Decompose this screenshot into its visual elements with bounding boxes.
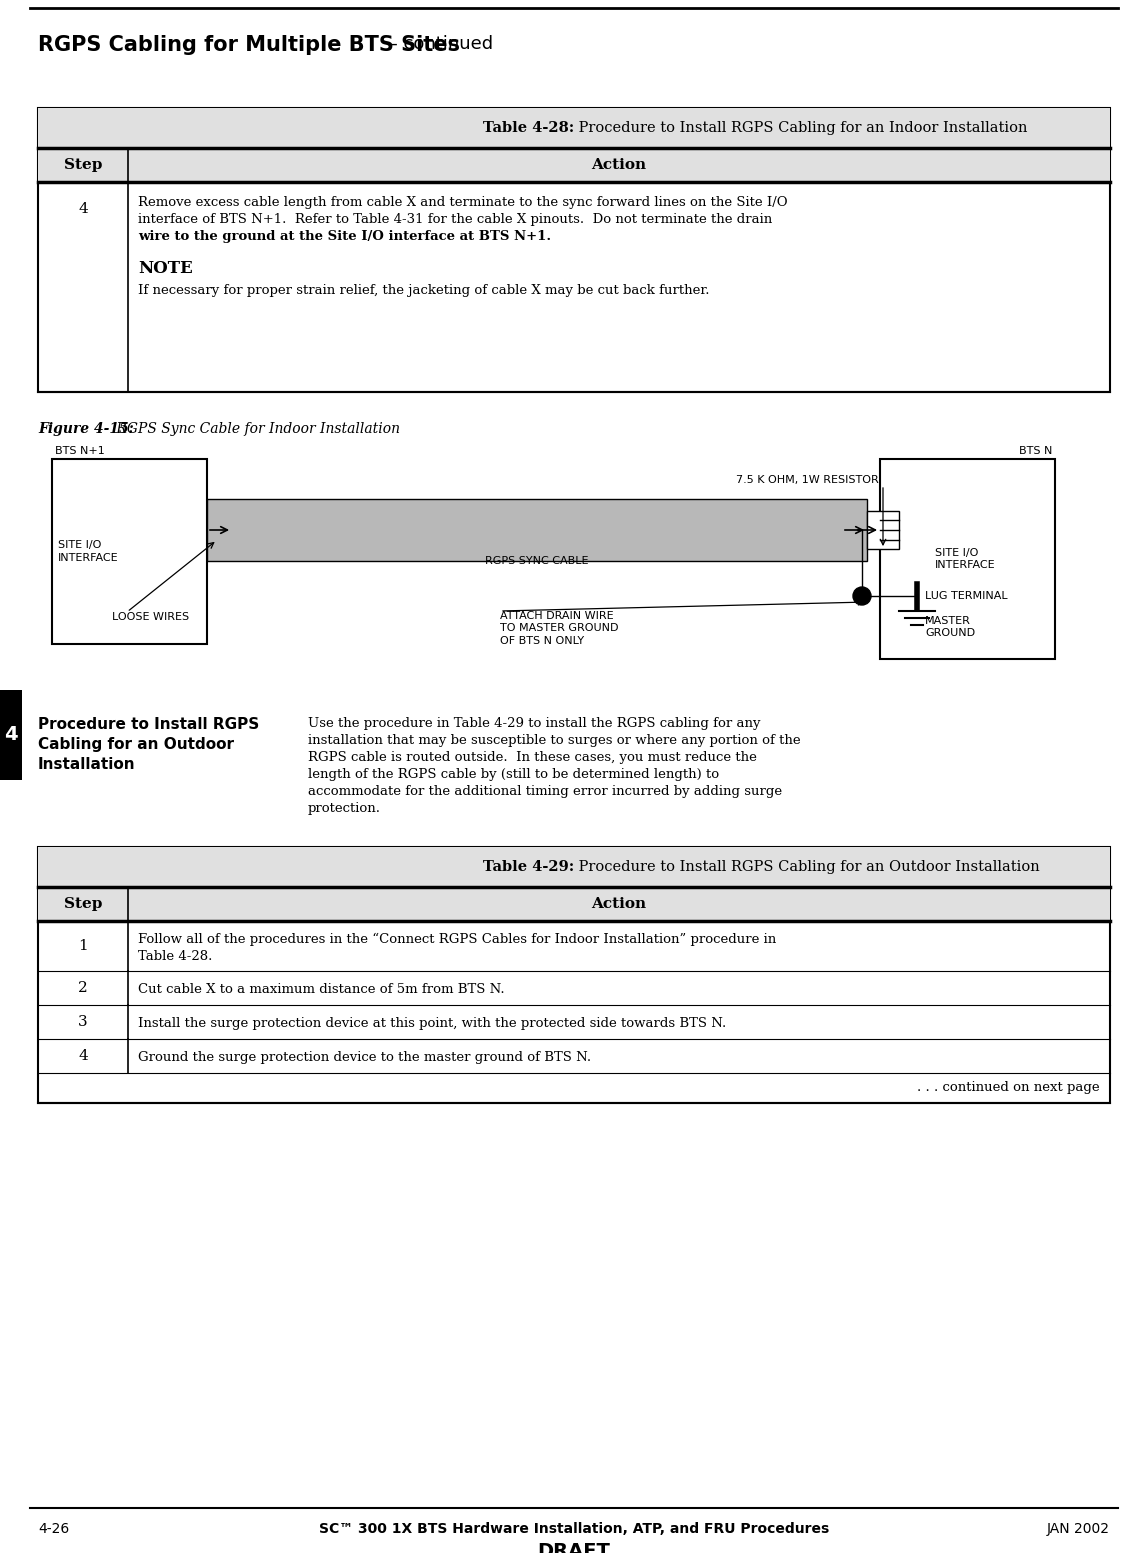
Text: Procedure to Install RGPS Cabling for an Indoor Installation: Procedure to Install RGPS Cabling for an… <box>574 121 1027 135</box>
Text: Figure 4-15:: Figure 4-15: <box>38 422 134 436</box>
Text: Procedure to Install RGPS Cabling for an Outdoor Installation: Procedure to Install RGPS Cabling for an… <box>574 860 1040 874</box>
Bar <box>867 511 899 550</box>
Text: Cut cable X to a maximum distance of 5m from BTS N.: Cut cable X to a maximum distance of 5m … <box>138 983 505 995</box>
Text: If necessary for proper strain relief, the jacketing of cable X may be cut back : If necessary for proper strain relief, t… <box>138 284 709 297</box>
Text: Use the procedure in Table 4-29 to install the RGPS cabling for any: Use the procedure in Table 4-29 to insta… <box>308 717 760 730</box>
Text: MASTER
GROUND: MASTER GROUND <box>925 617 975 638</box>
Text: Table 4-28.: Table 4-28. <box>138 950 212 963</box>
Text: – continued: – continued <box>383 36 494 53</box>
Text: Install the surge protection device at this point, with the protected side towar: Install the surge protection device at t… <box>138 1017 727 1030</box>
Text: RGPS SYNC CABLE: RGPS SYNC CABLE <box>486 556 589 565</box>
Text: Step: Step <box>64 898 102 912</box>
Bar <box>38 109 1110 148</box>
Text: accommodate for the additional timing error incurred by adding surge: accommodate for the additional timing er… <box>308 784 782 798</box>
Text: 1: 1 <box>78 940 88 954</box>
Text: Remove excess cable length from cable X and terminate to the sync forward lines : Remove excess cable length from cable X … <box>138 196 788 210</box>
Text: SC™ 300 1X BTS Hardware Installation, ATP, and FRU Procedures: SC™ 300 1X BTS Hardware Installation, AT… <box>319 1522 829 1536</box>
Text: . . . continued on next page: . . . continued on next page <box>917 1081 1100 1095</box>
Bar <box>881 460 1055 658</box>
Text: BTS N: BTS N <box>1018 446 1052 457</box>
Text: Follow all of the procedures in the “Connect RGPS Cables for Indoor Installation: Follow all of the procedures in the “Con… <box>138 933 776 946</box>
Text: length of the RGPS cable by (still to be determined length) to: length of the RGPS cable by (still to be… <box>308 769 719 781</box>
Text: Cabling for an Outdoor: Cabling for an Outdoor <box>38 738 234 752</box>
Bar <box>38 109 1110 391</box>
Text: protection.: protection. <box>308 801 381 815</box>
Text: RGPS Sync Cable for Indoor Installation: RGPS Sync Cable for Indoor Installation <box>113 422 400 436</box>
Text: Table 4-29:: Table 4-29: <box>483 860 574 874</box>
Text: LUG TERMINAL: LUG TERMINAL <box>925 592 1008 601</box>
Text: 2: 2 <box>78 981 88 995</box>
Text: Installation: Installation <box>38 756 135 772</box>
Text: interface of BTS N+1.  Refer to Table 4-31 for the cable X pinouts.  Do not term: interface of BTS N+1. Refer to Table 4-3… <box>138 213 773 227</box>
Text: 4: 4 <box>5 725 18 744</box>
Text: Step: Step <box>64 158 102 172</box>
Text: 7.5 K OHM, 1W RESISTOR: 7.5 K OHM, 1W RESISTOR <box>736 475 878 485</box>
Text: RGPS Cabling for Multiple BTS Sites: RGPS Cabling for Multiple BTS Sites <box>38 36 460 54</box>
Text: Table 4-28:: Table 4-28: <box>483 121 574 135</box>
Text: SITE I/O
INTERFACE: SITE I/O INTERFACE <box>59 540 118 562</box>
Text: BTS N+1: BTS N+1 <box>55 446 104 457</box>
Text: NOTE: NOTE <box>138 259 193 276</box>
Text: Procedure to Install RGPS: Procedure to Install RGPS <box>38 717 259 731</box>
Bar <box>207 499 867 561</box>
Text: Action: Action <box>591 158 646 172</box>
Text: LOOSE WIRES: LOOSE WIRES <box>113 612 189 623</box>
Text: DRAFT: DRAFT <box>537 1542 611 1553</box>
Bar <box>38 887 1110 921</box>
Text: 3: 3 <box>78 1016 87 1030</box>
Bar <box>38 846 1110 887</box>
Text: 4-26: 4-26 <box>38 1522 69 1536</box>
Bar <box>52 460 207 644</box>
Text: RGPS cable is routed outside.  In these cases, you must reduce the: RGPS cable is routed outside. In these c… <box>308 752 757 764</box>
Text: wire to the ground at the Site I/O interface at BTS N+1.: wire to the ground at the Site I/O inter… <box>138 230 551 242</box>
Circle shape <box>853 587 871 606</box>
Text: installation that may be susceptible to surges or where any portion of the: installation that may be susceptible to … <box>308 735 800 747</box>
Text: SITE I/O
INTERFACE: SITE I/O INTERFACE <box>934 548 995 570</box>
Bar <box>38 148 1110 182</box>
Text: Action: Action <box>591 898 646 912</box>
Text: Ground the surge protection device to the master ground of BTS N.: Ground the surge protection device to th… <box>138 1051 591 1064</box>
Text: ATTACH DRAIN WIRE
TO MASTER GROUND
OF BTS N ONLY: ATTACH DRAIN WIRE TO MASTER GROUND OF BT… <box>501 610 619 646</box>
Bar <box>38 846 1110 1103</box>
Text: JAN 2002: JAN 2002 <box>1047 1522 1110 1536</box>
Bar <box>0 690 22 780</box>
Text: 4: 4 <box>78 202 88 216</box>
Text: 4: 4 <box>78 1048 88 1062</box>
